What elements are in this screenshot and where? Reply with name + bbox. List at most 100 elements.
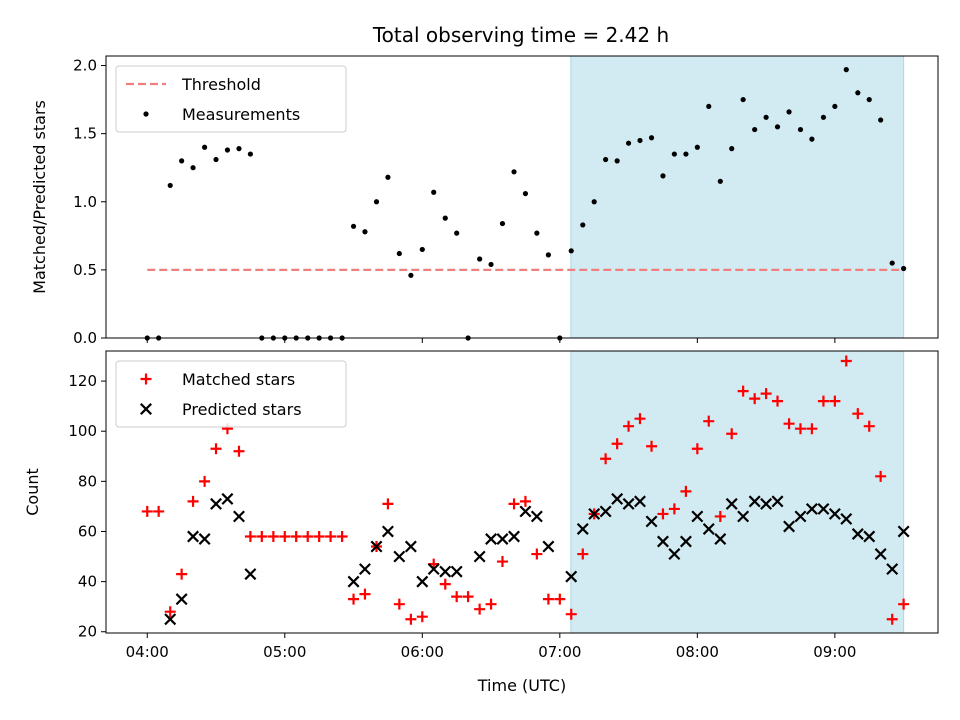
measurement-point [740,96,746,103]
matched-point [898,598,910,610]
matched-point [153,505,165,517]
measurement-point [603,156,609,163]
predicted-point [370,540,383,553]
measurement-point [442,215,448,221]
matched-point [760,388,772,400]
predicted-point [611,492,624,505]
matched-point [829,395,841,407]
predicted-point [897,525,910,538]
measurement-point [213,156,219,163]
matched-point [554,593,566,605]
matched-point [611,438,623,450]
measurement-point [362,229,368,235]
y-tick-label: 40 [78,573,97,591]
predicted-point [358,563,371,576]
observing-span-bottom [570,350,905,634]
matched-point [267,530,279,542]
x-tick-label: 06:00 [401,643,444,661]
predicted-point [530,510,543,523]
measurement-point [236,146,242,152]
measurement-point [717,178,723,184]
matched-point [531,548,543,560]
predicted-point [393,550,406,563]
predicted-point [473,550,486,563]
top-y-axis-label: Matched/Predicted stars [30,100,49,294]
matched-point [348,593,360,605]
measurement-point [488,261,494,268]
legend-label: Matched stars [182,370,295,389]
predicted-point [210,497,222,510]
bottom-data-marks [141,355,910,626]
measurement-point [534,230,540,236]
measurement-point [431,189,437,195]
measurement-point [373,199,380,205]
matched-point [863,420,875,432]
measurement-point [786,109,792,115]
y-tick-label: 1.0 [73,193,97,211]
matched-point [313,530,325,542]
measurement-point [419,246,425,253]
predicted-point [164,613,177,626]
matched-point [382,498,394,510]
matched-point [714,510,726,522]
measurement-point [763,114,769,120]
measurement-point [224,147,231,153]
x-tick-label: 04:00 [126,643,169,661]
bottom-axes-count: 20 40 60 80 100 120 04:00 05:00 06:00 07:00 08:00 0… [23,350,939,695]
measurement-point [660,173,666,179]
matched-point [439,578,451,590]
predicted-point [794,510,807,523]
matched-point [141,505,153,517]
predicted-point [187,530,200,543]
measurement-point [832,103,838,110]
measurement-point [190,165,196,171]
measurement-point [855,90,861,96]
matched-point [519,495,531,507]
chart-title: Total observing time = 2.42 h [372,23,669,47]
predicted-point [485,533,498,545]
observing-span-top [570,55,905,339]
predicted-point [439,565,452,578]
predicted-point [805,502,818,515]
bottom-legend: Matched stars Predicted stars [115,360,347,428]
y-tick-label: 20 [78,623,97,641]
legend-label: Threshold [181,75,261,94]
matched-point [875,470,887,482]
matched-point [302,530,314,542]
matched-point [691,443,703,455]
matched-point [623,420,635,432]
predicted-point [599,505,612,518]
top-axes-ratio: 0.00.51.01.52.0 Matched/Predicted stars … [30,55,939,347]
predicted-point [542,540,555,553]
legend-box [115,360,347,428]
observing-span-band [570,55,905,339]
legend-swatch [143,111,149,117]
measurement-point [671,151,677,157]
predicted-point [714,533,727,545]
predicted-point [668,548,681,561]
bottom-axis-ticks: 20 40 60 80 100 120 04:00 05:00 06:00 07:00 08:00 0… [68,372,856,661]
y-tick-label: 2.0 [73,57,97,75]
y-tick-label: 1.5 [73,125,97,143]
measurement-point [901,265,907,272]
matched-point [244,530,256,542]
y-tick-label: 100 [68,422,97,440]
matched-point [817,395,829,407]
predicted-point [404,540,417,553]
matched-point [416,611,428,623]
bottom-axes-frame [105,350,939,634]
top-legend: Threshold Measurements [115,65,347,133]
predicted-point [760,497,773,510]
matched-point [703,415,715,427]
measurement-point [580,222,586,228]
matched-point [199,475,211,487]
matched-point [737,385,749,397]
predicted-point [828,507,841,520]
predicted-point [519,505,532,518]
measurement-point [396,250,402,257]
matched-point [176,568,188,580]
matched-point [474,603,486,615]
matched-point [359,588,371,600]
series-matched-stars [141,355,910,625]
